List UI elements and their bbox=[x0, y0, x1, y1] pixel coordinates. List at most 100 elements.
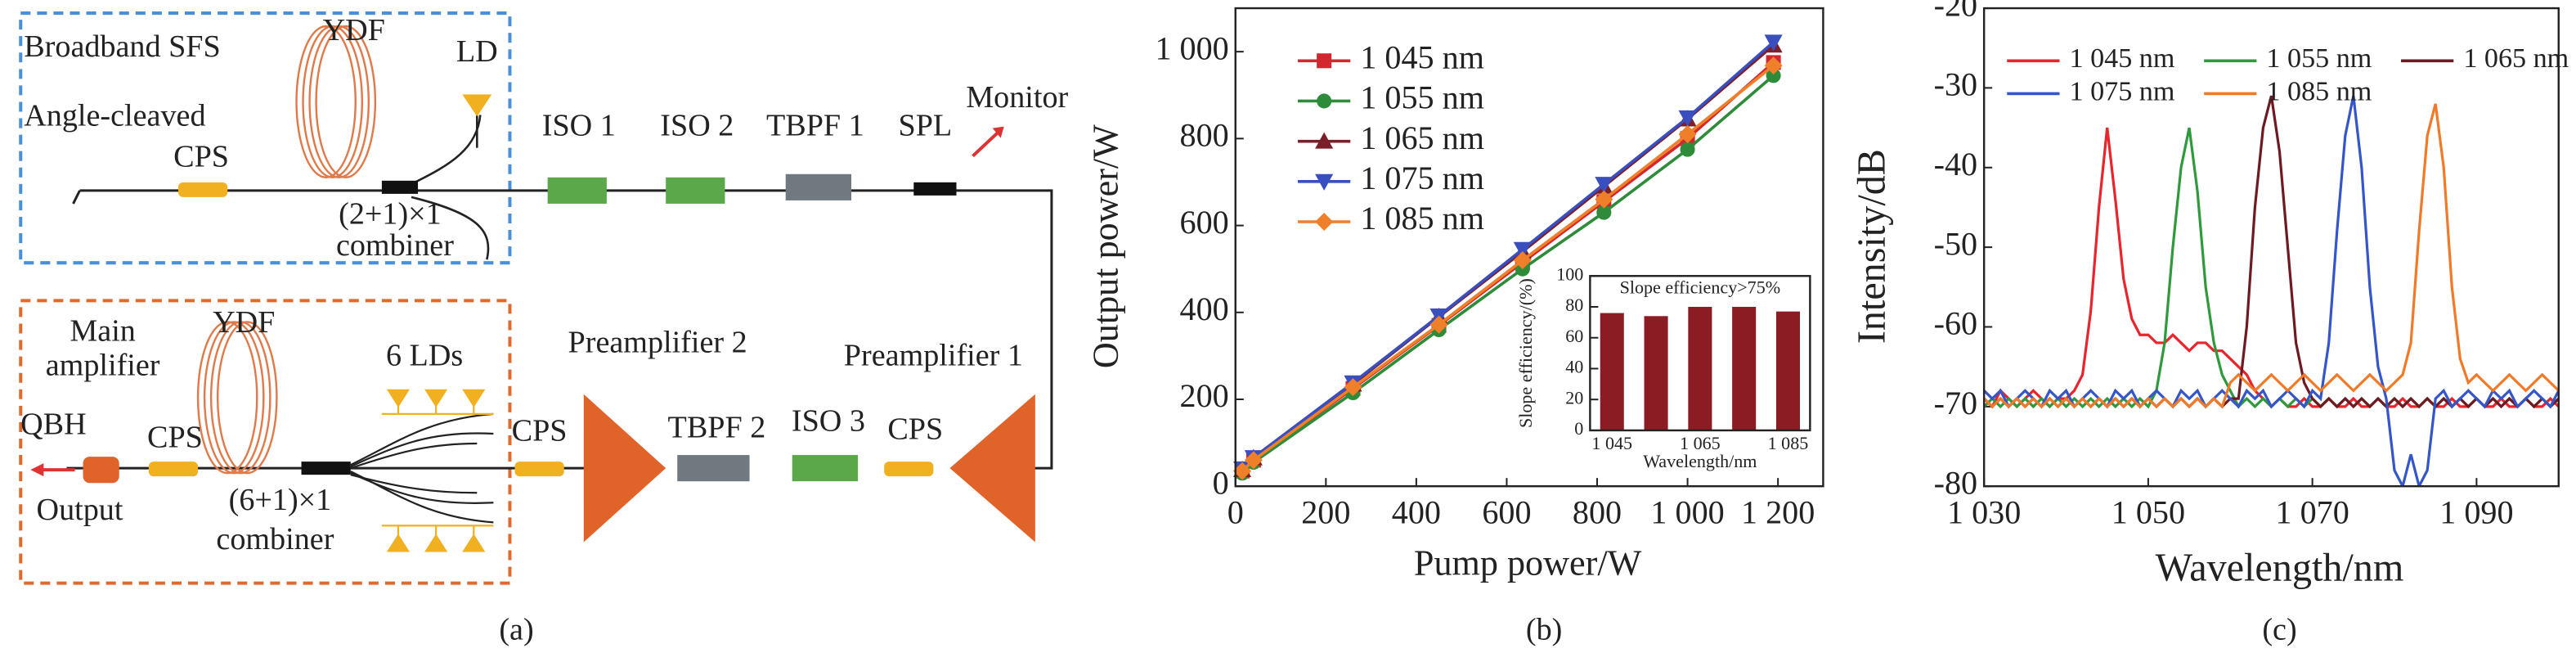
diagram bbox=[19, 11, 1053, 585]
x-tick-label: 1 085 bbox=[1768, 433, 1809, 453]
series-line bbox=[1984, 103, 2559, 409]
diagram-label: (2+1)×1 bbox=[339, 197, 442, 232]
chart: 0 20 40 60 80 100 Wavelength/nm Slope efficienc… bbox=[1515, 263, 1811, 471]
chart: -80 -70 -60 -50 -40 -30 -20 1 030 1 050 1 070 1 09… bbox=[1851, 0, 2569, 590]
marker bbox=[1513, 251, 1532, 270]
x-axis-label: Wavelength/nm bbox=[2156, 547, 2404, 590]
x-tick-label: 1 070 bbox=[2276, 494, 2349, 531]
y-tick-label: 800 bbox=[1180, 117, 1229, 154]
marker bbox=[1596, 205, 1612, 220]
diagram-label: LD bbox=[456, 34, 498, 69]
panel-label: (a) bbox=[499, 613, 533, 647]
marker bbox=[1317, 93, 1332, 109]
iso bbox=[666, 177, 725, 204]
marker bbox=[1595, 177, 1613, 194]
x-tick-label: 1 030 bbox=[1947, 494, 2021, 531]
legend-label: 1 045 nm bbox=[1360, 38, 1484, 75]
y-tick-label: 40 bbox=[1565, 357, 1583, 377]
ydf-coil bbox=[196, 25, 377, 475]
series-line bbox=[1984, 127, 2559, 409]
y-tick-label: -40 bbox=[1934, 146, 1977, 182]
plot-frame bbox=[1982, 7, 2560, 488]
diagram-label: CPS bbox=[173, 139, 229, 173]
marker bbox=[1678, 110, 1697, 127]
y-axis-label: Slope efficiency/(%) bbox=[1515, 278, 1536, 428]
marker bbox=[1764, 34, 1783, 52]
series-line bbox=[1241, 41, 1775, 471]
x-tick-label: 400 bbox=[1392, 494, 1441, 531]
inset-title: Slope efficiency>75% bbox=[1620, 277, 1781, 297]
series-line bbox=[1241, 64, 1775, 472]
y-tick-label: 1 000 bbox=[1155, 29, 1228, 66]
diagram-label: Output bbox=[37, 493, 123, 527]
diagram-label: 6 LDs bbox=[386, 338, 463, 372]
diagram-label: combiner bbox=[216, 522, 334, 556]
plot bbox=[1233, 34, 1783, 481]
diagram-label: ISO 2 bbox=[660, 108, 734, 142]
y-tick-label: 0 bbox=[1213, 464, 1229, 501]
tbpf bbox=[785, 173, 852, 200]
diagram-label: Monitor bbox=[966, 80, 1068, 115]
y-tick-label: -50 bbox=[1934, 225, 1977, 262]
diagram-label: Preamplifier 2 bbox=[568, 325, 747, 359]
amp-box bbox=[19, 299, 512, 585]
series-line bbox=[1984, 95, 2559, 409]
marker bbox=[1429, 315, 1448, 334]
series-line bbox=[1241, 74, 1775, 475]
marker bbox=[1317, 53, 1332, 69]
legend-label: 1 055 nm bbox=[1360, 79, 1484, 116]
preamplifier bbox=[583, 394, 666, 543]
y-tick-label: -30 bbox=[1934, 66, 1977, 103]
diagram-label: TBPF 2 bbox=[668, 411, 766, 445]
marker bbox=[1595, 190, 1613, 209]
fiber bbox=[411, 115, 490, 260]
y-tick-label: 20 bbox=[1565, 387, 1583, 408]
y-tick-label: -20 bbox=[1934, 0, 1977, 23]
diagram-label: Angle-cleaved bbox=[24, 98, 205, 133]
tbpf bbox=[677, 455, 750, 482]
marker bbox=[1680, 142, 1695, 157]
bar bbox=[1775, 311, 1800, 430]
qbh bbox=[83, 457, 119, 484]
x-tick-label: 600 bbox=[1482, 494, 1531, 531]
bar bbox=[1688, 306, 1712, 430]
diagram-label: Preamplifier 1 bbox=[844, 338, 1023, 372]
x-tick-label: 1 065 bbox=[1680, 433, 1721, 453]
x-tick-label: 1 000 bbox=[1650, 494, 1724, 531]
diagram-label: CPS bbox=[512, 414, 568, 448]
legend-label: 1 075 nm bbox=[1360, 160, 1484, 196]
lds bbox=[386, 389, 486, 552]
bar bbox=[1644, 316, 1668, 430]
legend-label: 1 065 nm bbox=[1360, 119, 1484, 156]
legend-label: 1 085 nm bbox=[2266, 76, 2372, 106]
fiber-end bbox=[72, 190, 81, 205]
combiner bbox=[301, 462, 351, 475]
y-tick-label: 200 bbox=[1180, 377, 1229, 414]
diagram-label: QBH bbox=[20, 408, 87, 442]
series-line bbox=[1984, 127, 2559, 409]
bar bbox=[1732, 306, 1757, 430]
diagram-label: TBPF 1 bbox=[766, 108, 864, 142]
marker bbox=[1233, 462, 1252, 480]
marker bbox=[1766, 68, 1781, 83]
diagram-label: Broadband SFS bbox=[24, 29, 220, 64]
diagram-label: YDF bbox=[213, 305, 275, 340]
ld bbox=[462, 94, 492, 117]
legend-label: 1 075 nm bbox=[2070, 76, 2175, 106]
y-tick-label: -70 bbox=[1934, 385, 1977, 421]
x-tick-label: 1 200 bbox=[1741, 494, 1815, 531]
x-axis-label: Wavelength/nm bbox=[1643, 451, 1757, 471]
diagram-label: CPS bbox=[147, 421, 203, 455]
panel-label: (c) bbox=[2262, 613, 2296, 647]
diagram-label: combiner bbox=[336, 228, 454, 263]
marker bbox=[1315, 212, 1334, 232]
y-tick-label: -60 bbox=[1934, 305, 1977, 342]
iso bbox=[792, 455, 859, 482]
x-tick-label: 1 045 bbox=[1591, 433, 1632, 453]
panel-label: (b) bbox=[1526, 613, 1562, 647]
diagram-label: ISO 3 bbox=[792, 404, 865, 439]
y-axis-label: Intensity/dB bbox=[1851, 149, 1894, 344]
legend-label: 1 055 nm bbox=[2266, 43, 2372, 74]
series-line bbox=[1984, 95, 2559, 487]
